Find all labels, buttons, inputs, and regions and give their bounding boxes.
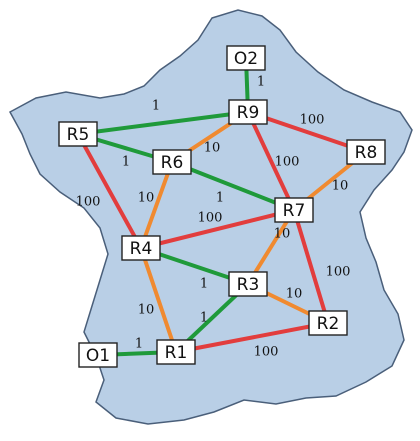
edge-weight-r6-r4: 10 [138, 191, 155, 206]
node-r3: R3 [228, 271, 268, 297]
edge-weight-r7-r3: 10 [274, 227, 291, 242]
node-label-r4: R4 [130, 239, 153, 259]
weights-layer: 1 1 1 100 10 100 100 1 10 10 100 10 100 1 10 10 1 100 1 [76, 75, 351, 360]
node-box-r8 [346, 139, 386, 165]
edge-weight-r4-r3: 1 [200, 277, 208, 292]
node-r2: R2 [308, 310, 348, 336]
edge-weight-r9-r7: 100 [275, 155, 300, 170]
node-r5: R5 [58, 121, 98, 147]
node-label-o2: O2 [234, 49, 258, 69]
edge-weight-r5-r6: 1 [122, 155, 130, 170]
node-box-r9 [228, 99, 268, 125]
edge-weight-r9-r6: 10 [204, 141, 221, 156]
node-box-o2 [226, 45, 266, 71]
edge-r5-r9 [76, 110, 250, 136]
node-box-r4 [121, 235, 161, 261]
node-box-r5 [58, 121, 98, 147]
node-label-r7: R7 [283, 201, 306, 221]
node-label-r5: R5 [67, 125, 90, 145]
node-r6: R6 [152, 149, 192, 175]
edge-weight-r8-r7: 10 [332, 179, 349, 194]
node-r1: R1 [156, 339, 196, 365]
edge-weight-r4-r1: 10 [138, 303, 155, 318]
edge-r9-r7 [246, 110, 296, 212]
node-label-r2: R2 [317, 314, 340, 334]
edge-weight-r6-r7: 1 [216, 191, 224, 206]
edge-r5-r4 [76, 132, 143, 250]
edge-weight-r1-r2: 100 [254, 345, 279, 360]
edge-r1-r2 [174, 321, 330, 354]
node-label-r9: R9 [237, 103, 260, 123]
edge-r7-r2 [292, 208, 330, 325]
edge-weight-o1-r1: 1 [135, 337, 143, 352]
node-r9: R9 [228, 99, 268, 125]
edge-r6-r7 [170, 160, 296, 212]
node-r8: R8 [346, 139, 386, 165]
edge-weight-r9-r8: 100 [300, 113, 325, 128]
edge-weight-r7-r2: 100 [326, 265, 351, 280]
node-label-r8: R8 [355, 143, 378, 163]
edge-r7-r4 [139, 208, 296, 250]
node-label-r3: R3 [237, 275, 260, 295]
node-o2: O2 [226, 45, 266, 71]
node-label-o1: O1 [86, 346, 110, 366]
edge-weight-r3-r2: 10 [286, 287, 303, 302]
node-box-o1 [78, 342, 118, 368]
node-r4: R4 [121, 235, 161, 261]
node-label-r1: R1 [165, 343, 188, 363]
edge-weight-r3-r1: 1 [200, 311, 208, 326]
edge-weight-r5-r4: 100 [76, 195, 101, 210]
node-box-r6 [152, 149, 192, 175]
edge-weight-o2-r9: 1 [257, 75, 265, 90]
node-r7: R7 [274, 197, 314, 223]
edge-r6-r4 [139, 160, 174, 250]
node-box-r3 [228, 271, 268, 297]
edge-weight-r7-r4: 100 [198, 211, 223, 226]
node-box-r2 [308, 310, 348, 336]
node-o1: O1 [78, 342, 118, 368]
nodes-layer: O2 R9 R5 R6 R8 R7 R4 R3 R2 R1 O1 [58, 45, 386, 368]
edge-r4-r1 [139, 246, 178, 354]
node-box-r1 [156, 339, 196, 365]
edge-weight-r5-r9: 1 [152, 99, 160, 114]
node-label-r6: R6 [161, 153, 184, 173]
node-box-r7 [274, 197, 314, 223]
